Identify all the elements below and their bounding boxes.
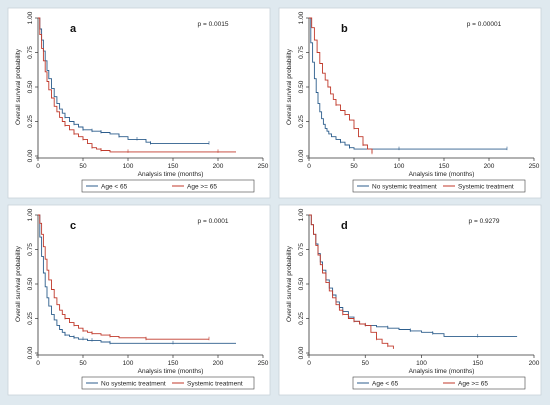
x-tick-label: 0 — [36, 360, 40, 367]
x-tick-label: 0 — [36, 163, 40, 170]
y-tick-label: 0.50 — [298, 277, 305, 290]
x-tick-label: 50 — [350, 163, 358, 170]
p-value: p = 0.0015 — [198, 21, 229, 28]
panel-a: 0.00 0.25 0.50 0.75 1.00 0 50 100 150 200 250 Overa… — [7, 7, 271, 199]
y-tick-label: 0.50 — [27, 80, 34, 93]
p-value: p = 0.0001 — [198, 218, 229, 225]
x-tick-label: 200 — [529, 360, 540, 367]
series-line-blue — [38, 214, 236, 344]
y-tick-label: 0.50 — [27, 277, 34, 290]
y-tick-label: 1.00 — [298, 11, 305, 24]
p-value: p = 0.00001 — [467, 21, 502, 28]
y-tick-label: 0.75 — [27, 243, 34, 256]
panel-b: 0.00 0.25 0.50 0.75 1.00 0 50 100 150 200 250 Overa… — [278, 7, 542, 199]
legend-label: Age >= 65 — [187, 183, 217, 190]
y-axis-title: Overall survival probability — [15, 48, 22, 125]
series-line-blue — [309, 17, 507, 150]
y-tick-label: 0.25 — [298, 312, 305, 325]
y-tick-label: 0.00 — [27, 346, 34, 359]
x-tick-label: 100 — [123, 360, 134, 367]
x-tick-label: 200 — [213, 360, 224, 367]
panel-letter: c — [70, 220, 76, 232]
panel-background — [7, 204, 271, 396]
legend-label: Age >= 65 — [458, 380, 488, 387]
y-tick-label: 0.00 — [298, 149, 305, 162]
x-tick-label: 150 — [439, 163, 450, 170]
x-tick-label: 250 — [258, 360, 269, 367]
x-tick-label: 200 — [213, 163, 224, 170]
y-tick-label: 0.75 — [298, 46, 305, 59]
y-tick-label: 1.00 — [298, 208, 305, 221]
series-line-blue — [38, 17, 209, 145]
legend-label: Age < 65 — [372, 380, 399, 387]
y-tick-label: 1.00 — [27, 208, 34, 221]
y-axis-title: Overall survival probability — [286, 48, 293, 125]
x-tick-label: 150 — [472, 360, 483, 367]
x-tick-label: 100 — [123, 163, 134, 170]
legend-box — [81, 376, 255, 390]
y-tick-label: 0.00 — [27, 149, 34, 162]
panel-background — [7, 7, 271, 199]
panel-letter: d — [341, 220, 348, 232]
legend-box — [352, 376, 526, 390]
panel-d: 0.00 0.25 0.50 0.75 1.00 0 50 100 150 200 Overall … — [278, 204, 542, 396]
y-tick-label: 1.00 — [27, 11, 34, 24]
x-tick-label: 50 — [79, 163, 87, 170]
legend-box — [81, 179, 255, 193]
legend-label: Age < 65 — [101, 183, 128, 190]
panel-background — [278, 7, 542, 199]
panel-letter: b — [341, 23, 348, 35]
x-tick-label: 50 — [79, 360, 87, 367]
x-tick-label: 150 — [168, 360, 179, 367]
x-tick-label: 100 — [394, 163, 405, 170]
x-axis-title: Analysis time (months) — [138, 368, 204, 375]
y-tick-label: 0.50 — [298, 80, 305, 93]
y-tick-label: 0.00 — [298, 346, 305, 359]
y-axis-title: Overall survival probability — [15, 245, 22, 322]
y-tick-label: 0.25 — [27, 312, 34, 325]
y-tick-label: 0.75 — [298, 243, 305, 256]
x-tick-label: 100 — [416, 360, 427, 367]
panel-letter: a — [70, 23, 77, 35]
series-line-red — [38, 214, 209, 340]
y-tick-label: 0.25 — [27, 115, 34, 128]
series-line-red — [309, 214, 394, 349]
x-axis-title: Analysis time (months) — [409, 368, 475, 375]
x-axis-title: Analysis time (months) — [138, 171, 204, 178]
series-line-red — [309, 17, 373, 154]
x-tick-label: 250 — [258, 163, 269, 170]
legend-label: No systemic treatment — [101, 380, 166, 387]
panel-c: 0.00 0.25 0.50 0.75 1.00 0 50 100 150 200 250 Overa… — [7, 204, 271, 396]
panel-background — [278, 204, 542, 396]
y-tick-label: 0.75 — [27, 46, 34, 59]
x-tick-label: 0 — [307, 163, 311, 170]
legend-label: Systemic treatment — [187, 380, 243, 387]
legend-label: No systemic treatment — [372, 183, 437, 190]
x-tick-label: 0 — [307, 360, 311, 367]
series-line-red — [38, 17, 236, 153]
x-tick-label: 50 — [362, 360, 370, 367]
legend-label: Systemic treatment — [458, 183, 514, 190]
y-tick-label: 0.25 — [298, 115, 305, 128]
x-tick-label: 200 — [484, 163, 495, 170]
legend-box — [352, 179, 526, 193]
p-value: p = 0.9279 — [469, 218, 500, 225]
y-axis-title: Overall survival probability — [286, 245, 293, 322]
x-axis-title: Analysis time (months) — [409, 171, 475, 178]
x-tick-label: 250 — [529, 163, 540, 170]
x-tick-label: 150 — [168, 163, 179, 170]
